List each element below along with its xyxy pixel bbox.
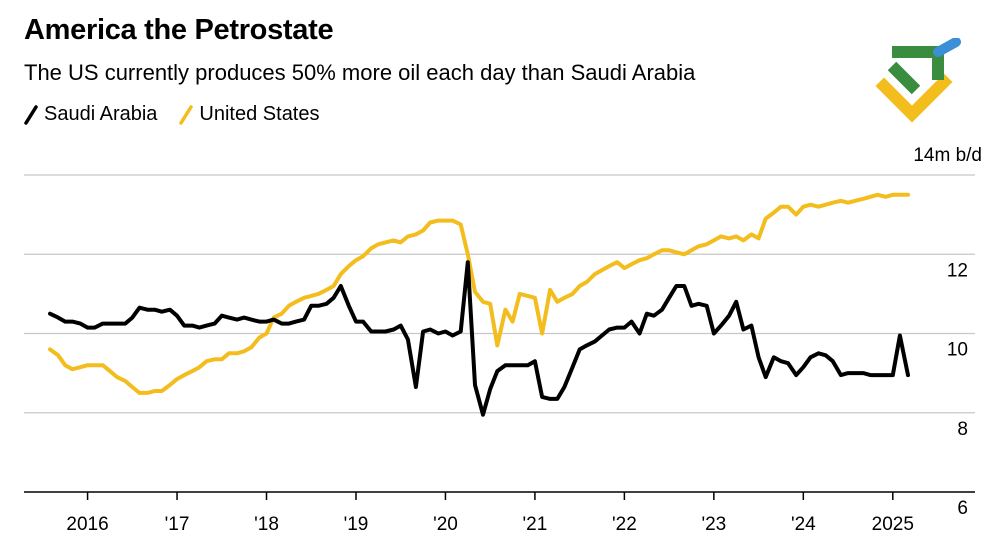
series-line-united-states <box>48 192 910 395</box>
xtick-label-2022: '22 <box>612 514 637 535</box>
xtick-label-2018: '18 <box>254 514 279 535</box>
legend-item-saudi-arabia: Saudi Arabia <box>24 103 157 126</box>
ytick-label-10: 10 <box>947 340 968 361</box>
series-line-saudi-arabia <box>48 260 910 417</box>
unit-label: 14m b/d <box>913 145 982 166</box>
legend-swatch-united-states <box>179 104 194 125</box>
chart-title: America the Petrostate <box>24 14 334 46</box>
xtick-label-2024: '24 <box>791 514 816 535</box>
xtick-label-2020: '20 <box>433 514 458 535</box>
legend-label-saudi-arabia: Saudi Arabia <box>44 103 158 125</box>
chart-subtitle: The US currently produces 50% more oil e… <box>24 60 696 85</box>
ytick-label-12: 12 <box>947 260 968 281</box>
xtick-label-2016: 2016 <box>66 514 108 535</box>
xtick-label-2023: '23 <box>701 514 726 535</box>
legend: Saudi Arabia United States <box>24 103 342 126</box>
xtick-label-2017: '17 <box>165 514 190 535</box>
series-layer <box>48 192 910 417</box>
ytick-label-6: 6 <box>957 498 968 519</box>
axis-layer <box>24 491 975 500</box>
legend-item-united-states: United States <box>179 103 320 126</box>
label-layer: 6 8 10 12 14m b/d 2016 '17 '18 '19 '20 '21 '22 '23 '2… <box>66 145 982 535</box>
grid-layer <box>24 174 975 414</box>
ytick-label-8: 8 <box>957 419 968 440</box>
legend-label-united-states: United States <box>199 103 320 125</box>
legend-swatch-saudi-arabia <box>24 104 38 125</box>
xtick-label-2021: '21 <box>523 514 548 535</box>
logo-mark-icon <box>875 38 961 123</box>
xtick-label-2019: '19 <box>344 514 369 535</box>
xtick-label-2025: 2025 <box>872 514 914 535</box>
